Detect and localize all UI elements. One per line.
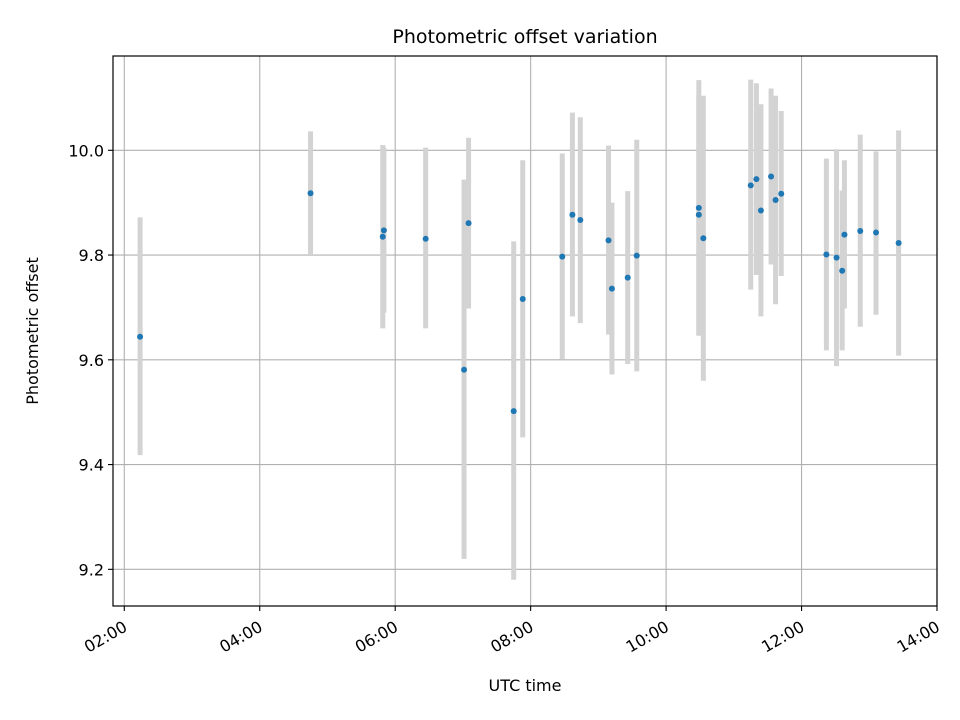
x-axis-ticks: 02:00 04:00 06:00 08:00 10:00 12:00 14:00 (81, 606, 943, 657)
data-point (753, 176, 760, 183)
y-tick-label: 9.6 (79, 351, 104, 370)
data-point (772, 197, 779, 204)
chart-title: Photometric offset variation (392, 26, 657, 48)
data-point (768, 173, 775, 180)
y-tick-label: 9.4 (79, 456, 104, 475)
data-point (465, 220, 472, 227)
data-point (873, 229, 880, 236)
data-point (608, 285, 615, 292)
data-point (510, 408, 517, 415)
y-tick-label: 9.8 (79, 246, 104, 265)
data-point (695, 211, 702, 218)
x-tick-label: 14:00 (894, 617, 943, 657)
x-tick-label: 02:00 (81, 617, 130, 657)
data-point (307, 190, 314, 197)
data-point (624, 274, 631, 281)
x-tick-label: 12:00 (758, 617, 807, 657)
y-tick-label: 10.0 (68, 141, 104, 160)
data-point (422, 235, 429, 242)
data-point (559, 253, 566, 260)
data-point (747, 182, 754, 189)
data-point (700, 235, 707, 242)
data-point (379, 233, 386, 240)
data-point (823, 251, 830, 258)
data-point (633, 252, 640, 259)
y-tick-label: 9.2 (79, 560, 104, 579)
data-point (778, 190, 785, 197)
y-axis-label: Photometric offset (23, 257, 42, 405)
plot-frame (112, 55, 938, 607)
data-point (577, 216, 584, 223)
data-point (695, 204, 702, 211)
x-tick-label: 10:00 (623, 617, 672, 657)
grid-lines (113, 56, 938, 606)
data-point (833, 254, 840, 261)
data-point (569, 211, 576, 218)
error-bars (137, 79, 902, 580)
data-points (137, 173, 902, 415)
data-point (137, 333, 144, 340)
data-point (857, 227, 864, 234)
x-tick-label: 06:00 (352, 617, 401, 657)
y-axis-ticks: 9.2 9.4 9.6 9.8 10.0 (68, 141, 113, 579)
data-point (839, 267, 846, 274)
x-tick-label: 08:00 (487, 617, 536, 657)
data-point (519, 296, 526, 303)
x-tick-label: 04:00 (216, 617, 265, 657)
x-axis-label: UTC time (489, 676, 562, 695)
data-point (380, 227, 387, 234)
data-point (841, 231, 848, 238)
data-point (895, 240, 902, 246)
data-point (605, 237, 612, 244)
data-point (461, 366, 468, 373)
data-point (757, 207, 764, 214)
